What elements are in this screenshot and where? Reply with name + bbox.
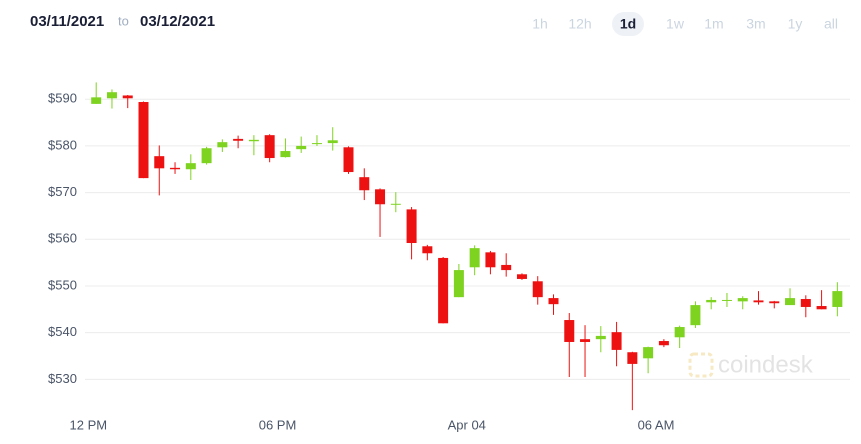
candle-body	[375, 189, 386, 205]
candle-body	[548, 298, 559, 305]
range-button[interactable]: 3m	[746, 16, 765, 32]
y-tick-label: $530	[48, 371, 77, 386]
candle-body	[154, 156, 165, 169]
range-button[interactable]: 1w	[666, 16, 685, 32]
date-separator: to	[118, 13, 129, 28]
y-tick-label: $570	[48, 184, 77, 199]
candle-body	[643, 347, 654, 359]
date-to[interactable]: 03/12/2021	[140, 13, 215, 30]
candle-body	[611, 332, 622, 350]
range-selected-bg	[612, 12, 644, 36]
x-tick-label: 12 PM	[70, 417, 108, 432]
candle-body	[106, 92, 117, 99]
candle-body	[170, 167, 181, 170]
candle-body	[674, 327, 685, 338]
candle-body	[91, 97, 102, 104]
range-button[interactable]: all	[824, 16, 838, 32]
candle-body	[296, 145, 307, 150]
candle-body	[595, 335, 606, 340]
candle-body	[453, 270, 464, 298]
candle-body	[706, 299, 717, 303]
candle-body	[327, 140, 338, 144]
candle-body	[658, 341, 669, 346]
range-button[interactable]: 1d	[620, 16, 636, 32]
candle-body	[690, 305, 701, 326]
candle-body	[390, 203, 401, 205]
candle-body	[753, 300, 764, 303]
y-tick-label: $540	[48, 324, 77, 339]
candle-body	[627, 352, 638, 364]
candle-body	[138, 102, 149, 179]
candle-body	[564, 320, 575, 342]
candle-body	[217, 142, 228, 148]
x-tick-label: 06 AM	[638, 417, 675, 432]
candle-body	[201, 148, 212, 164]
candle-body	[406, 209, 417, 244]
candle-body	[185, 163, 196, 170]
date-from[interactable]: 03/11/2021	[30, 13, 104, 30]
y-tick-label: $580	[48, 137, 77, 152]
watermark-icon	[688, 352, 714, 378]
y-tick-label: $590	[48, 91, 77, 106]
watermark-text: coindesk	[718, 351, 814, 378]
candle-body	[280, 151, 291, 158]
candle-body	[264, 135, 275, 159]
candle-body	[769, 301, 780, 304]
range-button[interactable]: 12h	[568, 16, 591, 32]
range-button[interactable]: 1m	[704, 16, 723, 32]
watermark: coindesk	[688, 351, 814, 378]
candle-body	[832, 291, 843, 307]
candle-body	[311, 143, 322, 145]
y-tick-label: $560	[48, 231, 77, 246]
candle-body	[721, 299, 732, 301]
candle-body	[438, 257, 449, 324]
x-tick-label: 06 PM	[259, 417, 297, 432]
candle-body	[816, 306, 827, 310]
candle-body	[469, 248, 480, 268]
y-tick-label: $550	[48, 277, 77, 292]
candle-body	[248, 139, 259, 142]
candle-body	[785, 298, 796, 306]
range-button[interactable]: 1h	[532, 16, 548, 32]
candle-body	[122, 95, 133, 99]
candle-body	[485, 252, 496, 268]
candle-body	[532, 281, 543, 298]
candle-body	[516, 274, 527, 279]
candle-body	[737, 298, 748, 302]
candle-body	[580, 339, 591, 342]
candle-body	[422, 246, 433, 254]
candle-body	[800, 299, 811, 307]
range-button[interactable]: 1y	[788, 16, 803, 32]
candle-body	[501, 264, 512, 271]
x-tick-label: Apr 04	[448, 417, 486, 432]
candle-body	[359, 177, 370, 191]
candle-body	[233, 138, 244, 141]
candle-body	[343, 147, 354, 173]
